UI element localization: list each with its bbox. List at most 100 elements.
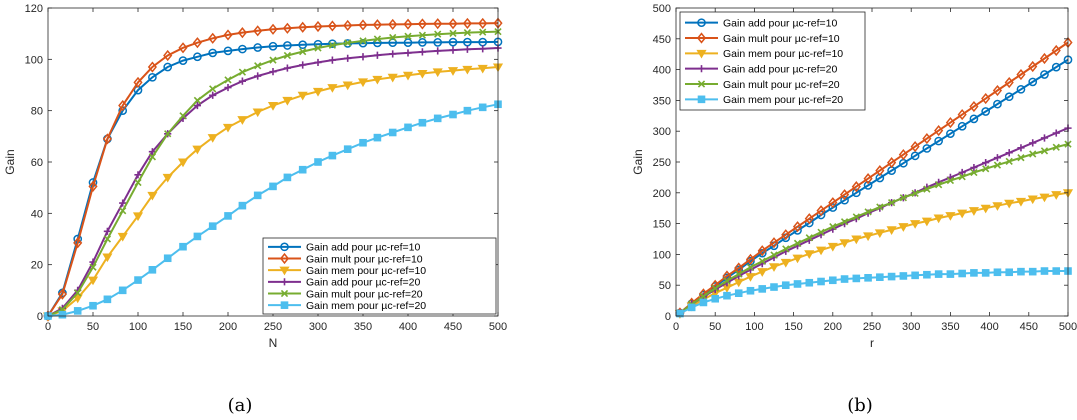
data-point — [162, 173, 173, 183]
x-tick-label: 300 — [309, 321, 327, 333]
data-point — [74, 289, 82, 297]
data-point — [875, 165, 885, 177]
data-point — [781, 281, 790, 289]
data-point — [745, 273, 756, 282]
data-point — [134, 276, 142, 284]
data-point — [359, 138, 367, 147]
data-point — [344, 54, 352, 62]
data-point — [238, 201, 247, 210]
data-point — [874, 229, 885, 239]
data-point — [946, 270, 955, 278]
data-point — [313, 20, 323, 33]
data-point — [934, 136, 943, 146]
data-point — [1028, 267, 1037, 276]
x-tick-label: 0 — [673, 321, 679, 333]
data-point — [403, 18, 413, 30]
data-point — [957, 209, 968, 219]
data-point — [283, 41, 292, 50]
data-point — [282, 96, 293, 106]
data-point — [863, 232, 874, 242]
legend-marker — [696, 32, 707, 44]
data-point — [792, 221, 803, 233]
data-point — [72, 294, 83, 304]
data-point — [699, 292, 708, 300]
data-point — [923, 270, 931, 279]
legend-marker — [697, 95, 706, 104]
data-point — [899, 272, 908, 280]
data-point — [758, 257, 766, 265]
data-point — [887, 272, 896, 281]
data-point — [118, 286, 127, 295]
data-point — [147, 191, 158, 201]
data-point — [387, 73, 398, 83]
series-line — [679, 41, 1069, 314]
series-6 — [44, 100, 502, 320]
data-point — [404, 32, 412, 40]
data-point — [946, 176, 955, 185]
y-tick-label: 60 — [31, 157, 43, 169]
data-point — [253, 43, 263, 52]
data-point — [297, 91, 308, 101]
data-point — [432, 68, 443, 78]
y-tick-label: 150 — [653, 219, 671, 231]
data-point — [911, 189, 919, 198]
data-point — [358, 38, 368, 48]
data-point — [88, 180, 98, 192]
data-point — [982, 159, 990, 167]
legend-label: Gain mem pour µc-ref=20 — [306, 300, 426, 312]
data-point — [178, 42, 188, 54]
data-point — [209, 91, 217, 99]
data-point — [433, 38, 443, 47]
legend-marker — [280, 289, 289, 298]
data-point — [958, 269, 966, 278]
data-point — [922, 144, 932, 153]
data-point — [388, 128, 397, 137]
y-tick-label: 40 — [31, 208, 43, 220]
y-tick-label: 450 — [653, 34, 671, 46]
data-point — [1029, 139, 1037, 147]
data-point — [268, 23, 278, 35]
data-point — [372, 75, 383, 85]
data-point — [479, 45, 487, 53]
y-tick-label: 80 — [31, 106, 43, 118]
data-point — [477, 64, 488, 74]
legend-label: Gain mem pour µc-ref=10 — [723, 48, 843, 60]
data-point — [238, 44, 247, 54]
data-point — [981, 92, 991, 105]
y-tick-label: 20 — [31, 260, 43, 272]
data-point — [404, 49, 412, 57]
x-tick-label: 200 — [219, 321, 237, 333]
data-point — [178, 56, 188, 65]
data-point — [957, 108, 967, 121]
data-point — [282, 22, 292, 34]
legend-label: Gain mem pour µc-ref=10 — [306, 265, 426, 277]
x-tick-label: 200 — [824, 321, 842, 333]
data-point — [434, 30, 442, 38]
data-point — [448, 37, 458, 47]
data-point — [359, 53, 367, 61]
data-point — [946, 129, 955, 139]
data-point — [344, 39, 352, 47]
data-point — [133, 76, 143, 89]
series-6 — [676, 267, 1072, 318]
data-point — [373, 35, 382, 43]
data-point — [269, 68, 277, 76]
legend-marker — [697, 65, 706, 73]
x-tick-label: 50 — [87, 321, 99, 333]
x-tick-label: 350 — [354, 321, 372, 333]
x-tick-label: 150 — [174, 321, 192, 333]
data-point — [359, 37, 367, 45]
data-point — [734, 262, 744, 274]
legend-entry: Gain add pour µc-ref=10 — [685, 17, 837, 29]
data-point — [757, 268, 768, 277]
data-point — [298, 40, 308, 50]
data-point — [734, 289, 743, 298]
y-tick-label: 400 — [653, 65, 671, 77]
data-point — [792, 254, 803, 264]
data-point — [1040, 134, 1049, 142]
data-point — [448, 18, 458, 30]
y-tick-label: 250 — [653, 157, 671, 169]
data-point — [876, 273, 884, 281]
data-point — [299, 61, 307, 69]
